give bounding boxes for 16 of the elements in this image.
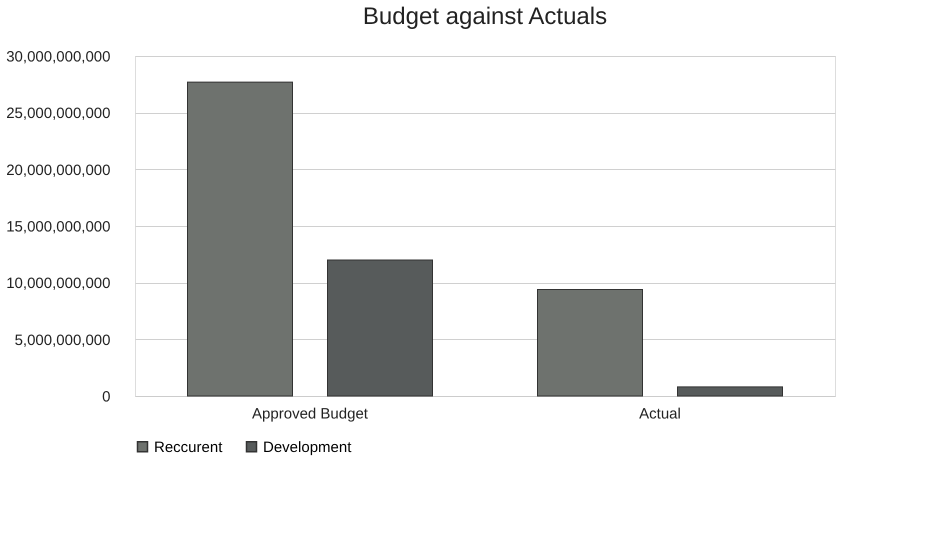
bar	[327, 260, 433, 396]
y-tick-label: 20,000,000,000	[6, 162, 110, 179]
legend-label: Development	[263, 438, 352, 456]
y-tick-label: 25,000,000,000	[6, 105, 110, 122]
legend-label: Reccurent	[154, 438, 224, 456]
x-tick-label: Approved Budget	[252, 406, 369, 422]
y-tick-label: 15,000,000,000	[6, 218, 110, 236]
y-tick-label: 0	[102, 388, 110, 406]
bar	[187, 82, 293, 396]
y-tick-label: 30,000,000,000	[6, 48, 110, 66]
y-tick-label: 5,000,000,000	[14, 332, 110, 349]
bar	[537, 288, 643, 396]
y-tick-label: 10,000,000,000	[6, 275, 110, 292]
x-tick-label: Actual	[639, 406, 681, 422]
bar	[677, 386, 783, 396]
chart-title: Budget against Actuals	[362, 3, 608, 30]
